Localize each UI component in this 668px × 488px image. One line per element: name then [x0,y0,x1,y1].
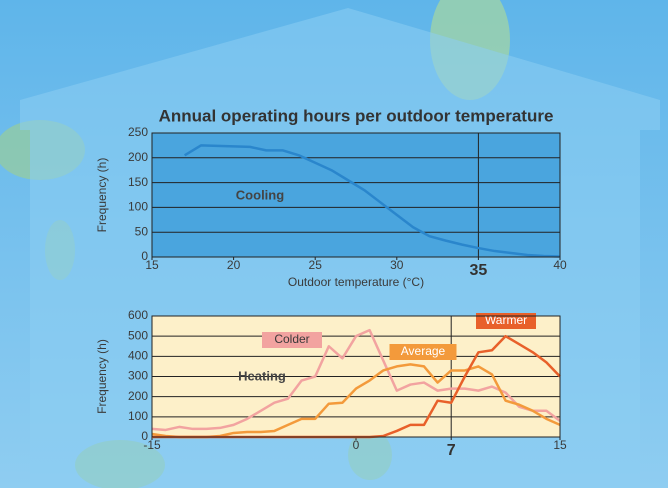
plot-area [152,133,560,257]
x-tick-label: 20 [227,258,241,272]
y-axis-label: Frequency (h) [95,339,109,414]
y-tick-label: 200 [128,150,148,164]
x-tick-label: 0 [353,438,360,452]
x-tick-label: 40 [553,258,567,272]
y-tick-label: 0 [141,249,148,263]
y-tick-label: 250 [128,125,148,139]
data-line [183,144,561,258]
x-axis-label: Outdoor temperature (°C) [288,275,424,289]
plot-border [151,315,561,438]
chart-title: Annual operating hours per outdoor tempe… [159,106,554,125]
y-tick-label: 100 [128,200,148,214]
annotation: Heating [238,368,286,383]
x-tick-label: -15 [143,438,161,452]
x-tick-label: 25 [309,258,323,272]
plot-border [151,132,561,258]
x-tick-label: 15 [553,438,567,452]
legend-swatch [262,332,322,348]
legend-swatch [389,344,457,360]
y-tick-label: 300 [128,369,148,383]
y-tick-label: 150 [128,175,148,189]
y-tick-label: 200 [128,389,148,403]
y-tick-label: 600 [128,308,148,322]
legend-label: Colder [274,332,309,346]
x-tick-label: 7 [447,442,456,459]
legend-label: Average [401,344,446,358]
legend-label: Warmer [485,313,527,327]
y-tick-label: 50 [135,224,149,238]
x-tick-label: 15 [145,258,159,272]
x-tick-label: 35 [470,262,488,279]
y-tick-label: 500 [128,328,148,342]
data-line [151,328,561,432]
y-tick-label: 400 [128,349,148,363]
y-tick-label: 100 [128,409,148,423]
y-axis-label: Frequency (h) [95,158,109,233]
y-tick-label: 0 [141,429,148,443]
legend-swatch [476,313,536,329]
series-label: Cooling [236,187,284,202]
x-tick-label: 30 [390,258,404,272]
